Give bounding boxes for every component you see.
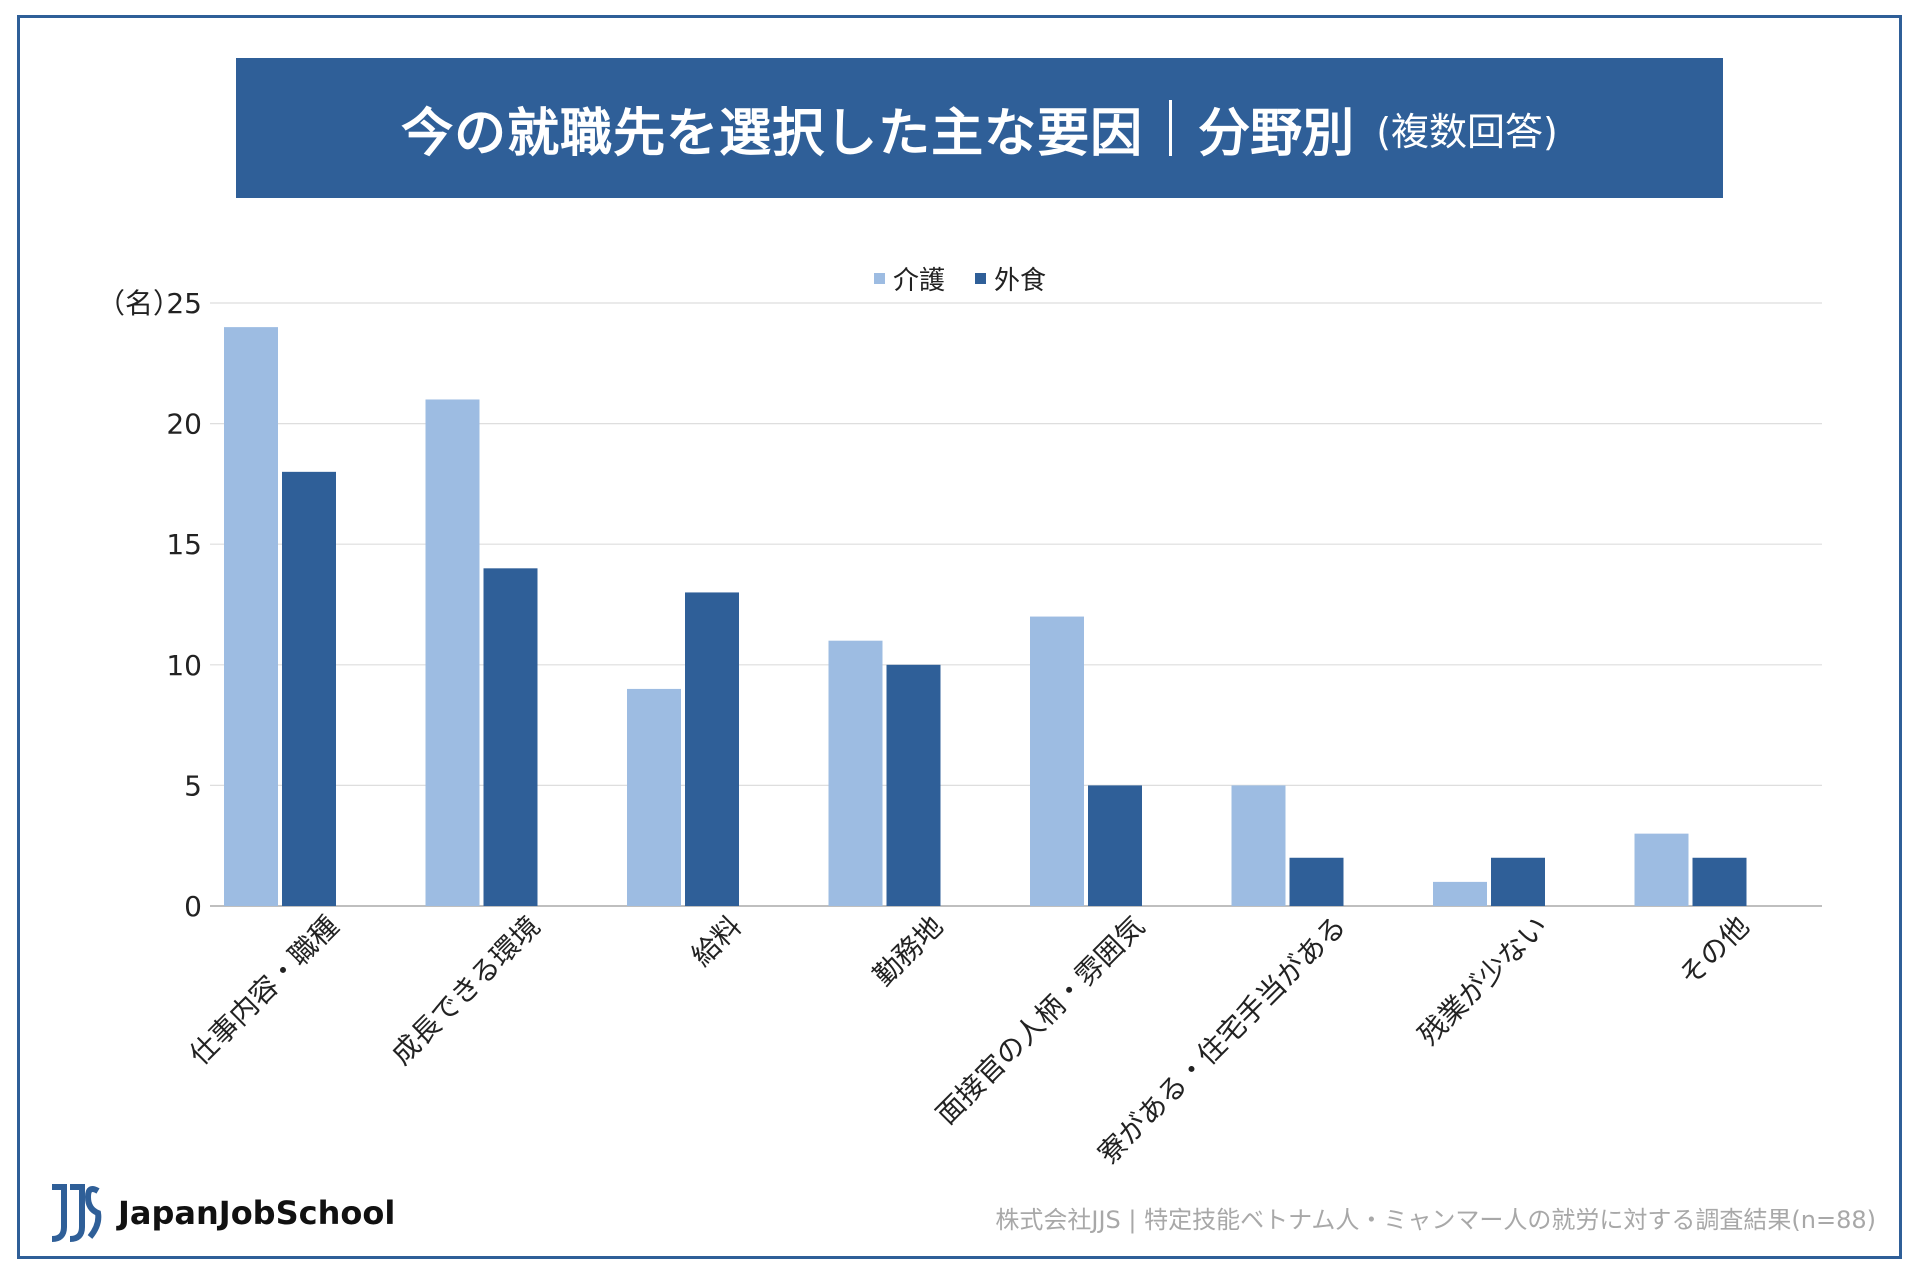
chart-subtitle: 分野別 — [1198, 103, 1355, 164]
x-tick-label: その他 — [1673, 910, 1756, 993]
bar-kaigo — [1634, 833, 1689, 906]
chart-title: 今の就職先を選択した主な要因 — [401, 103, 1144, 164]
logo: JapanJobSchool — [48, 1183, 395, 1243]
bar-gaishoku — [886, 664, 941, 906]
bar-gaishoku — [1289, 857, 1344, 906]
y-axis-unit: （名） — [97, 287, 181, 320]
bar-gaishoku — [1692, 857, 1747, 906]
bar-kaigo — [627, 688, 681, 906]
y-tick-label: 5 — [184, 769, 202, 802]
x-tick-label: 成長できる環境 — [385, 910, 547, 1072]
x-tick-label: 残業が少ない — [1412, 910, 1554, 1052]
legend-item-kaigo: 介護 — [873, 260, 945, 297]
bar-kaigo — [1433, 881, 1487, 906]
y-tick-label: 15 — [166, 528, 202, 561]
x-tick-label: 給料 — [685, 910, 748, 973]
title-separator — [1169, 100, 1173, 156]
legend-item-gaishoku: 外食 — [975, 260, 1046, 297]
legend-swatch-gaishoku — [975, 273, 986, 284]
x-tick-label: 仕事内容・職種 — [183, 910, 345, 1072]
legend-label-kaigo: 介護 — [892, 266, 945, 296]
bar-gaishoku — [1088, 785, 1142, 906]
chart-note: (複数回答) — [1376, 109, 1558, 154]
jjs-logo-icon — [51, 1184, 102, 1242]
bar-kaigo — [1231, 785, 1286, 906]
bar-gaishoku — [483, 568, 538, 906]
y-tick-label: 0 — [184, 890, 202, 923]
y-tick-label: 10 — [166, 649, 202, 682]
y-tick-label: 25 — [166, 287, 202, 320]
bar-kaigo — [828, 640, 883, 906]
x-tick-label: 勤務地 — [867, 910, 950, 993]
bar-gaishoku — [685, 592, 739, 906]
bar-gaishoku — [282, 471, 336, 906]
legend-swatch-kaigo — [873, 273, 885, 284]
bar-kaigo — [224, 327, 278, 906]
logo-text: JapanJobSchool — [118, 1194, 396, 1232]
bar-gaishoku — [1491, 857, 1545, 906]
x-tick-label: 面接官の人柄・雰囲気 — [930, 910, 1151, 1131]
title-banner: 今の就職先を選択した主な要因 分野別 (複数回答) — [236, 58, 1723, 198]
legend: 介護 外食 — [0, 260, 1920, 297]
y-tick-label: 20 — [166, 408, 202, 441]
bar-kaigo — [1030, 616, 1084, 906]
source-note: 株式会社JJS | 特定技能ベトナム人・ミャンマー人の就労に対する調査結果(n=… — [995, 1206, 1876, 1234]
bar-kaigo — [425, 399, 480, 906]
legend-label-gaishoku: 外食 — [994, 266, 1047, 296]
